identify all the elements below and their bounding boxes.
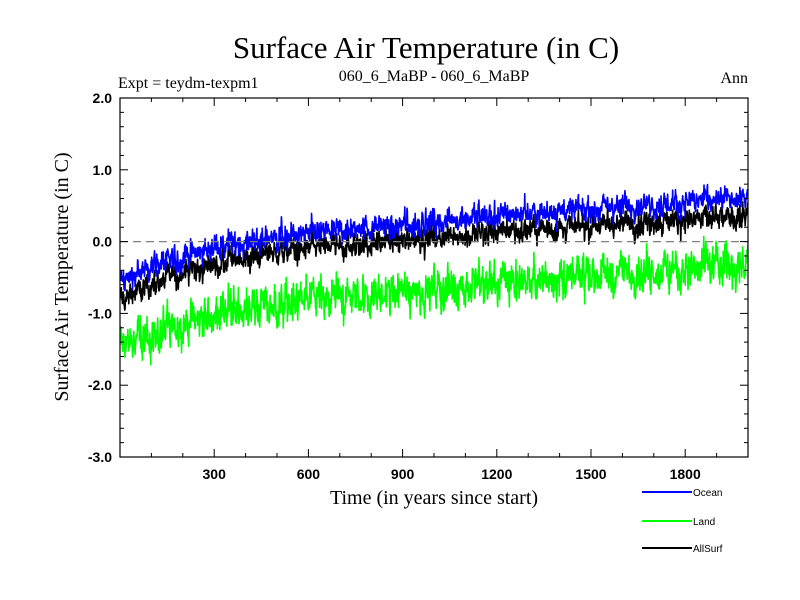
series-line-ocean xyxy=(120,183,748,292)
x-tick-label: 1200 xyxy=(481,466,512,482)
x-tick-label: 1800 xyxy=(670,466,701,482)
y-tick-label: 0.0 xyxy=(93,234,113,250)
season-label: Ann xyxy=(720,70,748,87)
y-tick-label: -3.0 xyxy=(88,449,112,465)
x-tick-label: 600 xyxy=(297,466,321,482)
legend-label-land: Land xyxy=(693,517,715,528)
series-line-land xyxy=(120,235,748,366)
chart-title: Surface Air Temperature (in C) xyxy=(233,30,619,65)
legend: Ocean Land AllSurf xyxy=(642,488,723,555)
axes: -3.0 -2.0 -1.0 0.0 1.0 2.0 300 600 900 1200 1500 18… xyxy=(88,90,749,482)
y-tick-label: -2.0 xyxy=(88,377,112,393)
experiment-label: Expt = teydm-texpm1 xyxy=(118,75,259,92)
y-tick-label: 1.0 xyxy=(93,162,113,178)
x-axis-label: Time (in years since start) xyxy=(330,487,538,509)
comparison-label: 060_6_MaBP - 060_6_MaBP xyxy=(339,68,530,85)
x-tick-label: 1500 xyxy=(575,466,606,482)
x-tick-label: 900 xyxy=(391,466,415,482)
y-axis-label: Surface Air Temperature (in C) xyxy=(51,152,73,401)
plot-area xyxy=(120,183,748,366)
y-tick-label: -1.0 xyxy=(88,305,112,321)
legend-label-ocean: Ocean xyxy=(693,488,722,499)
y-tick-label: 2.0 xyxy=(93,90,113,106)
legend-label-allsurf: AllSurf xyxy=(693,544,723,555)
x-tick-label: 300 xyxy=(203,466,227,482)
